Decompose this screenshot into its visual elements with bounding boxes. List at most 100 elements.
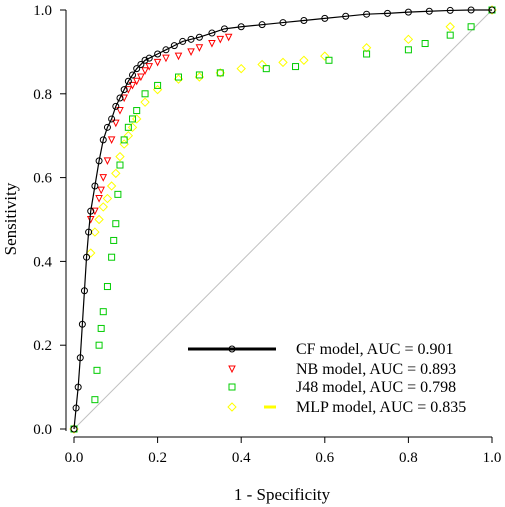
data-point [74, 383, 82, 391]
legend-label: J48 model, AUC = 0.798 [296, 379, 456, 396]
data-point [292, 63, 300, 71]
data-point [175, 73, 182, 81]
data-point [404, 8, 412, 16]
x-tick-label: 1.0 [483, 450, 502, 466]
data-point [120, 86, 128, 94]
data-point [300, 16, 308, 24]
legend-item-2: J48 model, AUC = 0.798 [228, 379, 456, 396]
legend-item-1: NB model, AUC = 0.893 [228, 361, 456, 378]
data-point [103, 123, 111, 131]
data-point [404, 46, 412, 54]
data-point [131, 114, 142, 124]
x-tick-label: 0.0 [65, 450, 84, 466]
y-tick-label: 0.8 [33, 87, 52, 103]
data-point [107, 136, 116, 145]
data-point [114, 190, 122, 198]
data-point [116, 161, 124, 169]
data-point [299, 55, 309, 65]
x-tick-label: 0.6 [315, 450, 334, 466]
data-point [95, 195, 103, 203]
data-point [94, 214, 104, 225]
data-point [87, 207, 95, 215]
data-point [141, 56, 149, 64]
data-point [97, 324, 105, 332]
data-point [120, 136, 128, 144]
legend-item-3: MLP model, AUC = 0.835 [227, 399, 466, 416]
data-point [220, 25, 228, 33]
data-point [488, 6, 496, 14]
data-point [106, 181, 117, 191]
data-point [137, 60, 145, 68]
y-tick-label: 0.4 [33, 254, 52, 270]
data-point [129, 71, 137, 79]
data-point [421, 40, 429, 48]
data-point [91, 182, 99, 190]
data-point [95, 157, 103, 165]
data-point [116, 94, 124, 102]
data-point [129, 115, 137, 123]
data-point [187, 35, 195, 43]
data-point [85, 228, 93, 236]
legend-marker [227, 402, 237, 412]
data-point [384, 9, 391, 17]
series-line [73, 9, 492, 430]
legend-marker [228, 345, 236, 353]
data-point [76, 354, 84, 362]
y-tick-label: 0.2 [33, 338, 52, 354]
x-axis-title: 1 - Specificity [234, 485, 331, 504]
data-point [141, 90, 149, 98]
axes: 0.0 0.2 0.4 0.6 0.8 1.0 0.0 0.2 0.4 0.6 0.8 1.0 [33, 3, 501, 466]
data-point [124, 77, 132, 85]
data-point [195, 44, 204, 52]
data-point [83, 253, 91, 261]
y-tick-label: 0.0 [33, 422, 52, 438]
data-point [99, 136, 107, 144]
data-point [132, 77, 141, 86]
data-point [467, 23, 475, 31]
data-point [216, 69, 224, 77]
data-point [325, 56, 333, 64]
legend-label: NB model, AUC = 0.893 [296, 361, 456, 378]
data-point [446, 6, 454, 14]
data-point [99, 308, 107, 316]
legend-label: MLP model, AUC = 0.835 [296, 399, 466, 416]
legend-marker [228, 383, 236, 391]
data-point [95, 341, 103, 349]
data-point [112, 220, 120, 228]
data-point [124, 123, 132, 131]
legend-label: CF model, AUC = 0.901 [296, 341, 453, 358]
x-tick-label: 0.2 [148, 450, 167, 466]
data-point [115, 151, 125, 162]
data-point [86, 248, 96, 258]
data-point [257, 59, 267, 70]
data-point [154, 81, 162, 89]
data-point [133, 65, 141, 73]
data-point [137, 73, 145, 82]
data-point [224, 33, 233, 42]
data-point [237, 23, 245, 31]
data-point [208, 29, 216, 37]
y-tick-label: 0.6 [33, 171, 52, 187]
data-point [103, 157, 112, 165]
data-point [179, 37, 187, 45]
plot-area [69, 5, 497, 434]
data-point [262, 65, 270, 73]
data-point [258, 21, 266, 29]
data-point [278, 57, 288, 68]
data-point [363, 10, 371, 18]
legend-item-0: CF model, AUC = 0.901 [188, 341, 453, 358]
data-point [112, 102, 120, 110]
data-point [320, 51, 330, 61]
data-point [195, 71, 203, 79]
series-0 [70, 6, 496, 433]
data-point [195, 33, 203, 41]
data-point [108, 253, 116, 261]
data-point [127, 122, 138, 133]
data-point [110, 236, 118, 244]
data-point [99, 174, 108, 182]
data-point [72, 404, 80, 412]
data-point [116, 107, 124, 115]
data-point [403, 34, 414, 45]
data-point [467, 6, 475, 14]
